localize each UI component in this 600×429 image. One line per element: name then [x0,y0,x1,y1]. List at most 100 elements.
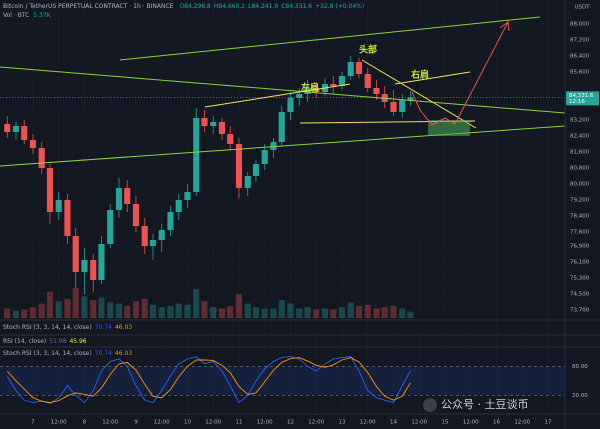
volume-bar [278,300,285,318]
volume-bar [64,298,71,318]
volume-bar [132,301,140,318]
volume-bar [158,307,165,318]
candle-body [115,188,123,210]
candle-body [38,148,45,168]
volume-bar [407,311,414,318]
volume-bar [287,303,294,318]
x-tick-label: 17 [545,420,552,426]
volume-bar [330,309,337,318]
candle-body [81,260,88,272]
volume-bar [373,308,380,318]
pane-legend: Stoch RSI (3, 3, 14, 14, close) 70.74 46.0… [3,324,132,331]
y-tick-label: 80,800 [570,166,590,172]
volume-bar [12,310,20,318]
arrow-head [499,21,510,32]
candle-body [4,124,11,132]
volume-bar [55,301,62,318]
y-tick-label: 80,000 [570,182,590,188]
x-tick-label: 15 [441,420,448,426]
trendlines [0,16,566,167]
candle-body [201,118,208,126]
y-tick-label: 85,600 [570,70,590,76]
candle-body [235,144,243,188]
volume-bar [235,294,243,318]
y-tick-label: 87,200 [570,38,590,44]
candle-body [158,230,165,240]
annotation: 头部 [359,44,377,56]
symbol: Bitcoin / TetherUS PERPETUAL CONTRACT · … [3,3,174,10]
y-tick-label: 82,400 [570,134,590,140]
volume-bar [218,308,226,318]
candle-body [141,226,148,246]
volume-bar [210,307,217,318]
volume-bar [141,298,148,318]
candle-body [72,236,79,272]
x-tick-label: 12:00 [411,420,427,426]
pane-value: 70.74 [95,324,112,331]
price-tag [566,91,599,106]
volume-bar [227,306,234,318]
volume-bar [390,306,397,318]
volume-bar [38,303,45,318]
x-tick-label: 13 [338,420,345,426]
volume-bar [321,308,329,318]
y-tick-label: 83,200 [570,118,590,124]
volume-bar [46,291,54,318]
watermark-text: 公众号 · 土豆谈币 [441,398,529,411]
volume-bar [304,307,311,318]
candle-body [167,212,174,230]
countdown: 12:16 [569,99,585,105]
projection-arrow [454,21,509,125]
annotation: 左肩 [300,82,319,94]
candle-body [55,200,62,212]
volume-bar [193,289,200,318]
volume-bar [29,307,37,318]
y-tick-label: 79,200 [570,198,590,204]
candle-body [399,100,406,112]
volume-bar [124,306,131,318]
price-tag-label: 84,331.6 [569,93,594,99]
candle-body [287,98,294,112]
price-axis [565,0,600,429]
change: +32.8 (+0.04%) [315,3,364,10]
volume-bar [98,297,105,318]
stoch-pane [0,356,565,405]
pane-legend: RSI (14, close) 51.98 45.96 [3,338,87,345]
volume-bar [90,300,97,318]
ohlc: O84,298.8 [179,3,211,10]
y-tick-label: 74,500 [570,292,590,298]
candle-body [347,62,354,76]
x-tick-label: 12:00 [51,420,67,426]
annotation: 右肩 [410,69,429,81]
x-tick-label: 12:00 [514,420,530,426]
volume-bar [296,308,303,318]
volume-bar [355,306,363,318]
candle-body [313,88,320,92]
volume-bar [399,308,406,318]
volume-bar [149,304,157,318]
y-tick-label: 81,600 [570,150,590,156]
x-tick-label: 10 [184,420,191,426]
trendline [204,83,351,108]
y-tick-label: 76,100 [570,260,590,266]
volume-bar [167,306,174,318]
candle-body [407,97,414,100]
pane-value: 45.96 [69,338,86,345]
stoch-line [6,357,411,404]
trendline [361,59,477,129]
volume-bar [115,303,123,318]
ohlc: C84,331.6 [281,3,312,10]
x-tick-label: 12:00 [360,420,376,426]
volume-label: Vol · BTC [3,12,29,19]
candle-body [64,200,71,236]
candle-body [373,88,380,94]
stoch-band [0,366,565,396]
pane-title: Stoch RSI (3, 3, 14, 14, close) [3,324,92,331]
volume [4,288,414,318]
projection [411,91,456,126]
volume-bar [338,307,346,318]
y-tick-label: 86,400 [570,54,590,60]
candle-body [390,102,397,112]
candle-body [184,192,191,200]
